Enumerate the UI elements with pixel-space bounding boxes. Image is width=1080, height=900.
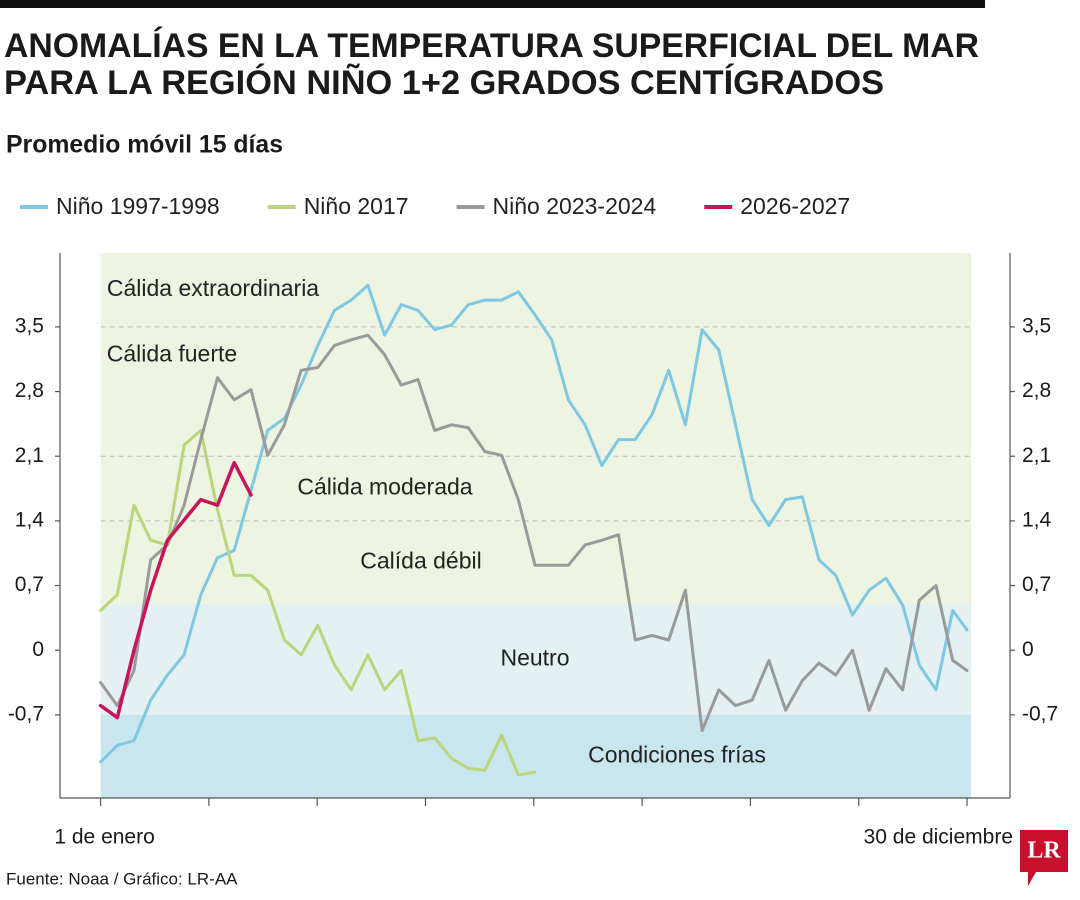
top-bar bbox=[0, 0, 985, 8]
legend-item: Niño 2023-2024 bbox=[456, 193, 657, 219]
region-label: Cálida extraordinaria bbox=[107, 275, 319, 301]
y-tick-label-right: -0,7 bbox=[1022, 702, 1058, 725]
series-line bbox=[99, 333, 969, 733]
y-tick-label: 3,5 bbox=[15, 314, 44, 337]
y-tick-label-right: 1,4 bbox=[1022, 508, 1052, 531]
logo: LR bbox=[1020, 830, 1068, 886]
legend-item: 2026-2027 bbox=[704, 193, 850, 219]
y-tick-label-right: 0,7 bbox=[1022, 573, 1051, 596]
chart-title: ANOMALÍAS EN LA TEMPERATURA SUPERFICIAL … bbox=[4, 27, 979, 65]
region-label: Cálida fuerte bbox=[107, 341, 237, 367]
legend-label: Niño 2023-2024 bbox=[493, 193, 657, 219]
logo-box bbox=[1020, 830, 1068, 886]
y-tick-label: 1,4 bbox=[15, 508, 45, 531]
y-tick-label-right: 2,1 bbox=[1022, 444, 1051, 467]
region-label: Condiciones frías bbox=[588, 742, 766, 768]
region-label: Cálida moderada bbox=[297, 474, 472, 500]
y-tick-label-right: 2,8 bbox=[1022, 379, 1051, 402]
region-label: Neutro bbox=[500, 645, 569, 671]
y-tick-label: 0 bbox=[32, 638, 44, 661]
y-tick-label: -0,7 bbox=[8, 702, 44, 725]
y-tick-label-right: 3,5 bbox=[1022, 314, 1051, 337]
region-label: Calída débil bbox=[360, 548, 481, 574]
region-band bbox=[100, 714, 972, 798]
series-line bbox=[98, 460, 253, 720]
x-tick-label: 30 de diciembre bbox=[864, 826, 1013, 849]
logo-text: LR bbox=[1027, 838, 1061, 864]
series-line bbox=[99, 428, 537, 777]
y-tick-label-right: 0 bbox=[1022, 638, 1034, 661]
legend-label: Niño 1997-1998 bbox=[56, 193, 220, 219]
legend-label: 2026-2027 bbox=[740, 193, 850, 219]
chart-subtitle: Promedio móvil 15 días bbox=[6, 131, 283, 159]
region-band bbox=[100, 604, 972, 715]
y-tick-label: 2,1 bbox=[15, 444, 44, 467]
legend-item: Niño 2017 bbox=[267, 193, 409, 219]
legend-label: Niño 2017 bbox=[304, 193, 409, 219]
y-tick-label: 2,8 bbox=[15, 379, 44, 402]
chart-title: PARA LA REGIÓN NIÑO 1+2 GRADOS CENTÍGRAD… bbox=[4, 64, 884, 102]
x-tick-label: 1 de enero bbox=[54, 826, 154, 849]
y-tick-label: 0,7 bbox=[15, 573, 44, 596]
series-line bbox=[99, 283, 969, 764]
legend-item: Niño 1997-1998 bbox=[20, 193, 220, 219]
source: Fuente: Noaa / Gráfico: LR-AA bbox=[6, 869, 238, 888]
